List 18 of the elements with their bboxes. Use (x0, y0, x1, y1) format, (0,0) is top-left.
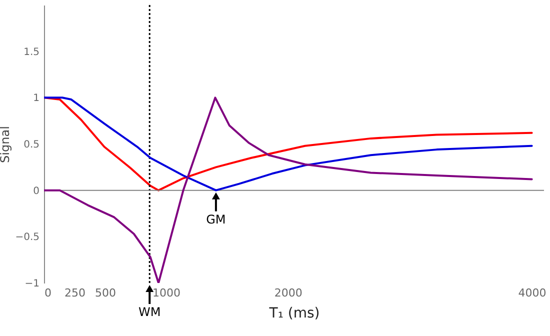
x-tick-label: 4000 (518, 286, 546, 300)
y-tick-label: 1 (33, 93, 40, 104)
y-axis-title: Signal (0, 126, 12, 163)
annotation: GM (206, 212, 226, 226)
y-tick-label: 0 (33, 186, 40, 197)
x-tick-label: 2000 (274, 286, 302, 300)
y-tick-label: 0.5 (24, 140, 40, 150)
x-tick-label: 250 (64, 286, 86, 300)
y-tick-label: −0.5 (15, 232, 40, 244)
line-series (44, 96, 533, 283)
y-tick-label: −1 (24, 278, 40, 290)
x-tick-label: 1000 (152, 286, 180, 300)
y-tick-label: 1.5 (24, 46, 40, 58)
x-tick-label: 500 (94, 286, 116, 300)
ref-line-label: WM (138, 305, 161, 319)
x-axis-title: T₁ (ms) (268, 306, 320, 322)
line-series (44, 96, 533, 192)
x-tick-label: 0 (44, 286, 52, 300)
